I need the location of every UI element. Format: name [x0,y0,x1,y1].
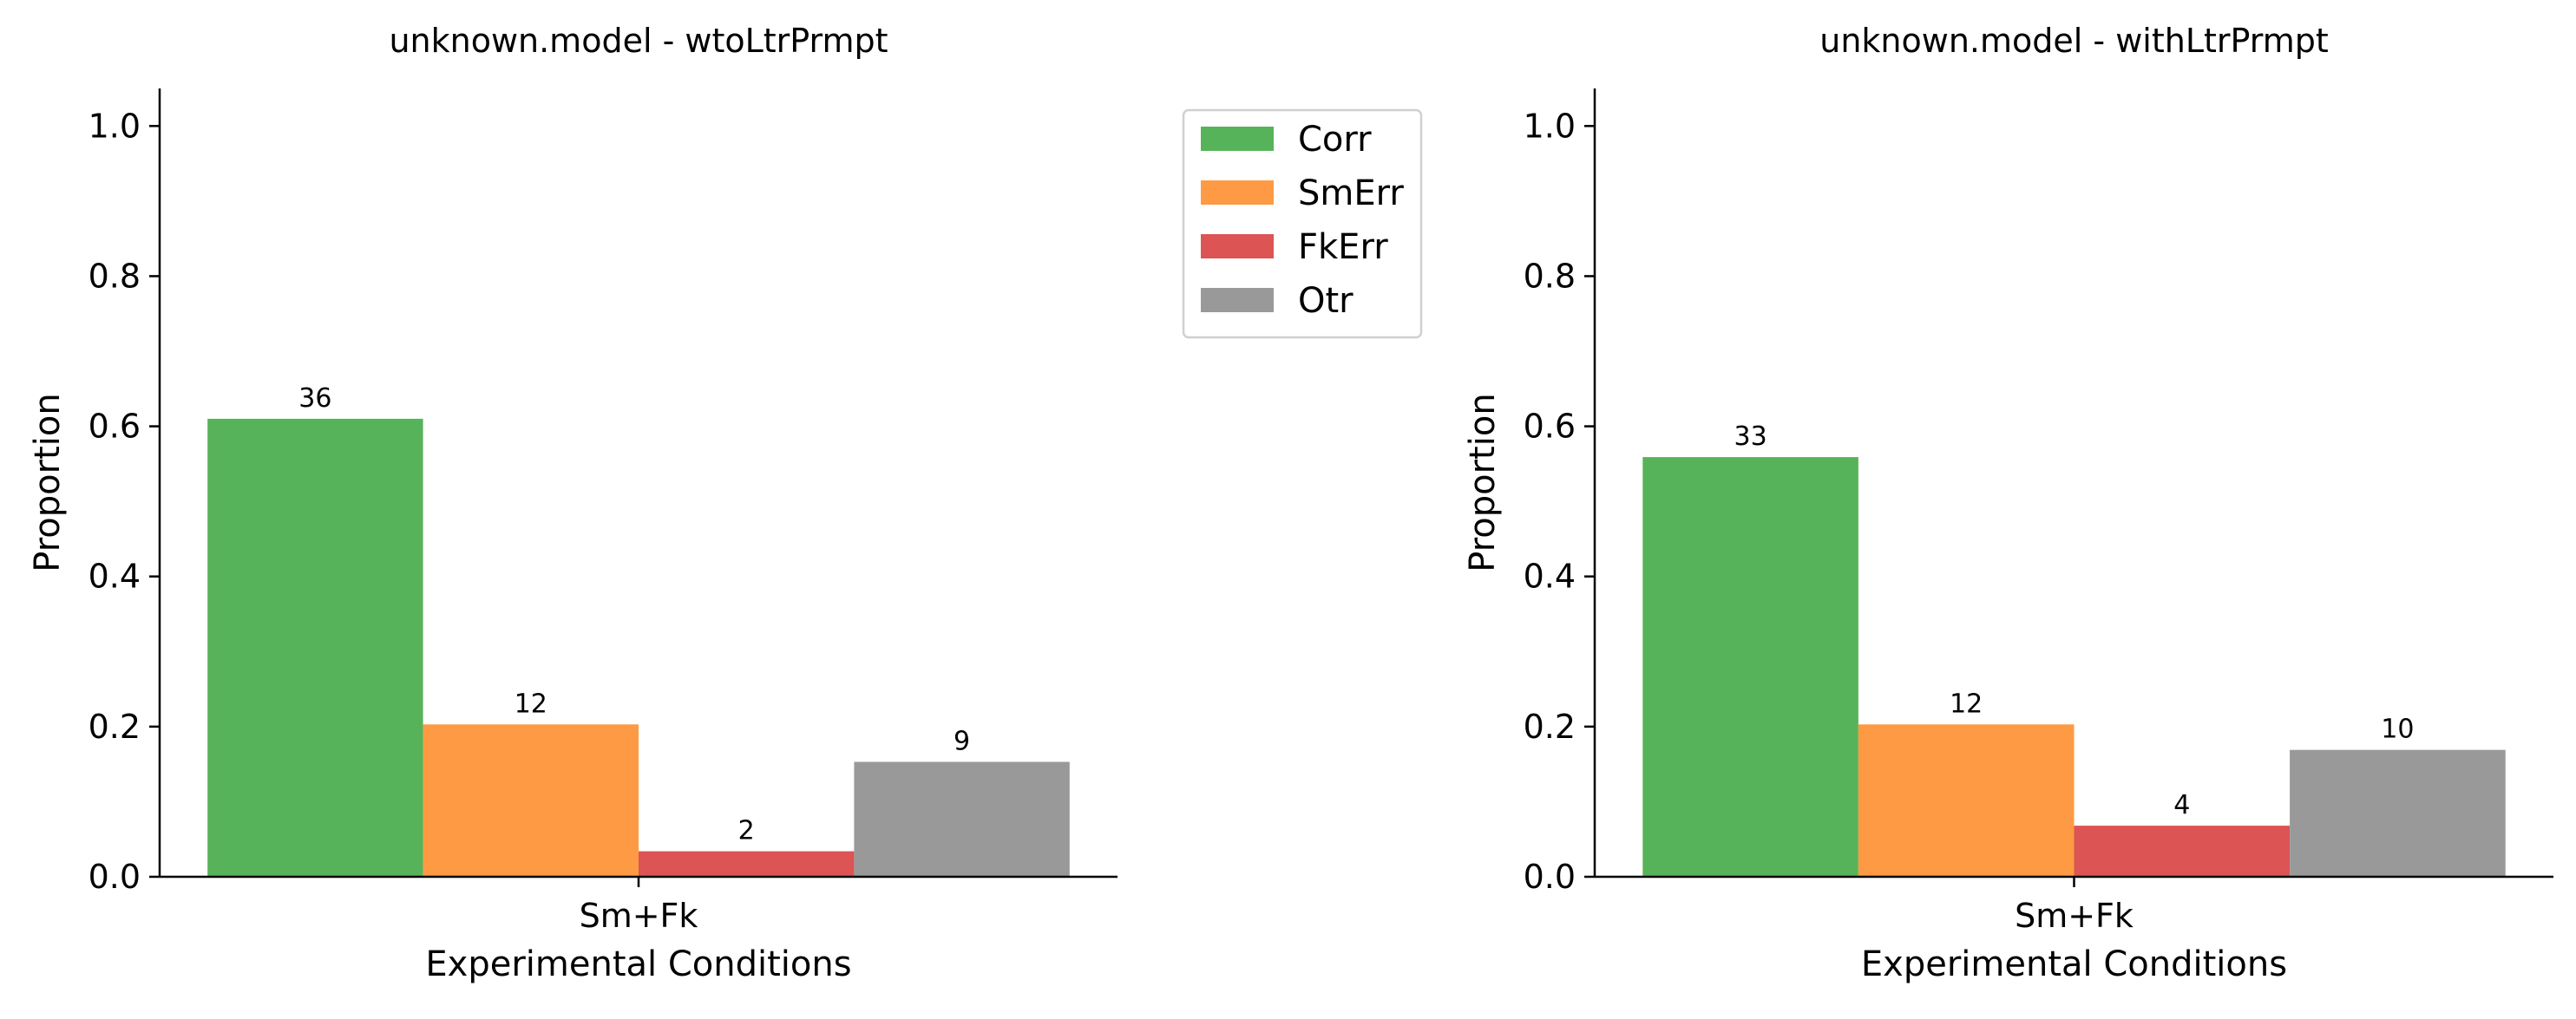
legend-swatch-smerr [1201,180,1274,205]
legend-label-smerr: SmErr [1298,173,1404,213]
legend-swatch-otr [1201,288,1274,312]
y-axis-label: Proportion [28,393,68,572]
bar-count-label-otr: 10 [2381,715,2414,745]
x-tick-label: Sm+Fk [580,897,698,935]
y-tick-label: 0.6 [1524,408,1576,446]
bar-count-label-corr: 36 [298,383,331,414]
legend-frame [1182,108,1423,339]
bar-fkerr [639,851,855,877]
y-tick-label: 1.0 [88,107,141,145]
bar-corr [207,418,423,877]
y-tick-label: 0.8 [88,257,141,295]
y-tick-label: 0.4 [1524,558,1576,596]
legend-label-corr: Corr [1298,120,1372,160]
bar-count-label-smerr: 12 [1950,689,1983,719]
legend-label-fkerr: FkErr [1298,227,1388,267]
y-tick-label: 0.2 [1524,708,1576,746]
chart-panel-1: 36 12 2 9 0.0 0.2 0.4 0.6 0.8 1.0 Sm+Fk Experimenta… [28,22,1423,984]
bar-count-label-smerr: 12 [515,689,547,719]
legend-swatch-corr [1201,127,1274,151]
bar-count-label-fkerr: 4 [2173,790,2190,820]
y-tick-label: 0.0 [88,858,141,896]
bar-count-label-fkerr: 2 [738,816,755,846]
bar-fkerr [2074,826,2291,877]
bar-count-label-otr: 9 [954,727,970,757]
bar-count-label-corr: 33 [1734,421,1767,452]
bar-otr [2290,749,2506,877]
y-tick-label: 0.6 [88,408,141,446]
chart-panel-2: 33 12 4 10 0.0 0.2 0.4 0.6 0.8 1.0 Sm+Fk Experiment… [1463,22,2553,984]
y-tick-label: 0.8 [1524,257,1576,295]
bar-smerr [423,724,639,877]
x-axis-label: Experimental Conditions [1861,944,2287,984]
chart-title: unknown.model - withLtrPrmpt [1819,22,2329,60]
legend-swatch-fkerr [1201,234,1274,258]
y-tick-label: 0.2 [88,708,141,746]
chart-title: unknown.model - wtoLtrPrmpt [389,22,888,60]
legend: Corr SmErr FkErr Otr [1182,108,1423,339]
x-tick-label: Sm+Fk [2015,897,2134,935]
y-tick-label: 0.4 [88,558,141,596]
y-tick-label: 1.0 [1524,107,1576,145]
y-axis-label: Proportion [1463,393,1503,572]
legend-label-otr: Otr [1298,281,1354,321]
bar-corr [1642,457,1858,877]
y-tick-label: 0.0 [1524,858,1576,896]
bar-smerr [1858,724,2075,877]
x-axis-label: Experimental Conditions [425,944,851,984]
bar-otr [854,761,1070,877]
